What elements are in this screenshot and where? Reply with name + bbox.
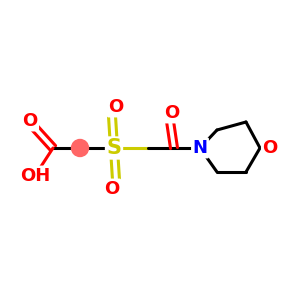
Circle shape: [71, 140, 88, 157]
Text: OH: OH: [20, 167, 50, 185]
Text: S: S: [106, 138, 122, 158]
Text: O: O: [108, 98, 124, 116]
Text: N: N: [193, 139, 208, 157]
Text: O: O: [262, 139, 278, 157]
Text: O: O: [164, 104, 180, 122]
Text: O: O: [22, 112, 38, 130]
Text: O: O: [104, 180, 120, 198]
